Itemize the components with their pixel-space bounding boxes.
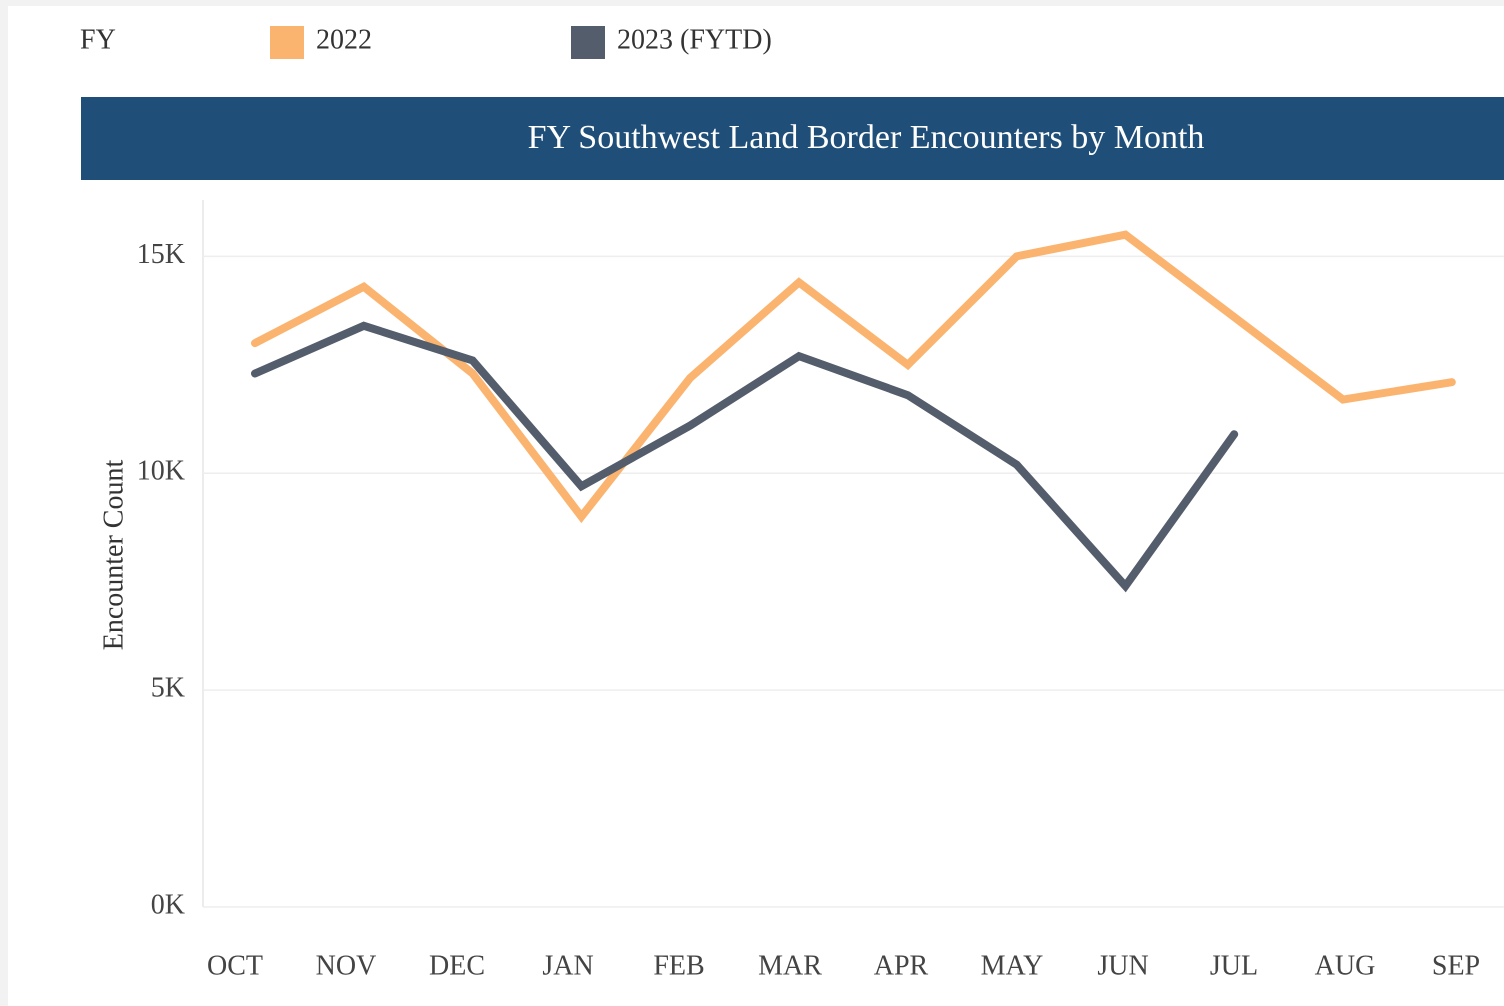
x-tick-label: OCT [207, 950, 263, 981]
legend-label: 2022 [316, 24, 372, 55]
title-banner [81, 97, 1504, 180]
y-tick-label: 5K [151, 673, 185, 704]
y-tick-label: 10K [137, 456, 185, 487]
x-tick-label: JUL [1210, 950, 1258, 981]
x-tick-label: NOV [316, 950, 377, 981]
series-line [251, 230, 1456, 524]
x-tick-label: JAN [542, 950, 593, 981]
y-tick-label: 15K [137, 239, 185, 270]
x-tick-label: MAY [981, 950, 1044, 981]
x-tick-label: MAR [758, 950, 822, 981]
x-tick-label: JUN [1097, 950, 1148, 981]
x-tick-label: FEB [653, 950, 704, 981]
x-tick-label: DEC [429, 950, 485, 981]
legend-label: 2023 (FYTD) [617, 24, 772, 55]
x-tick-label: AUG [1315, 950, 1376, 981]
x-tick-label: APR [874, 950, 929, 981]
legend-title: FY [80, 24, 116, 55]
legend-swatch [270, 26, 304, 59]
x-tick-label: SEP [1432, 950, 1480, 981]
legend-swatch [571, 26, 605, 59]
y-tick-label: 0K [151, 889, 185, 920]
series-line [251, 321, 1239, 593]
chart-title: FY Southwest Land Border Encounters by M… [528, 119, 1205, 156]
y-axis-title: Encounter Count [98, 460, 129, 651]
